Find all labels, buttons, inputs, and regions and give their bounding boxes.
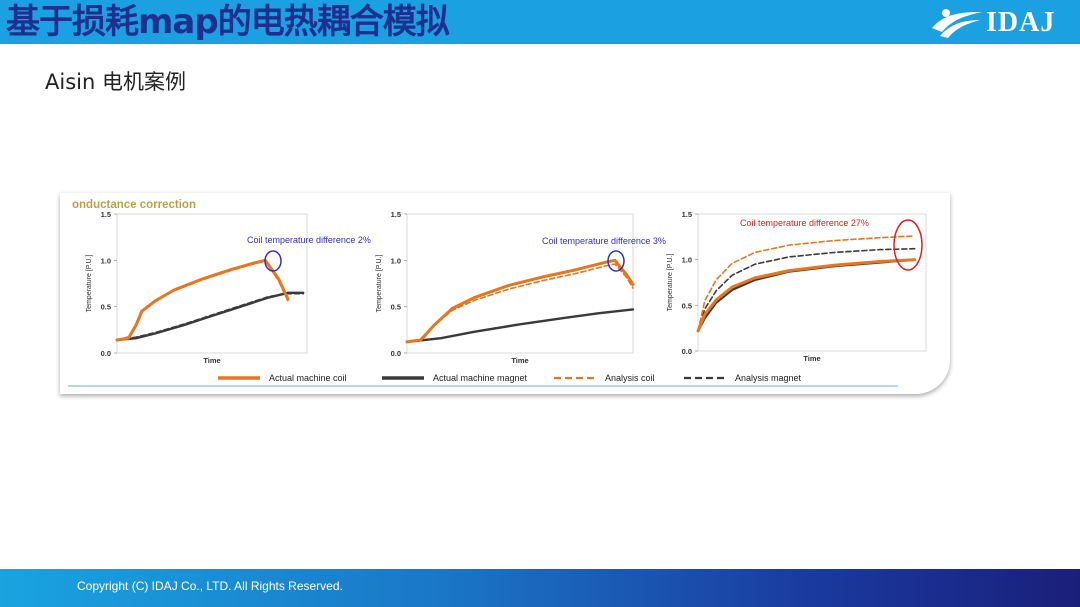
- series-actual-machine-magnet: [405, 308, 635, 344]
- legend-label: Actual machine magnet: [433, 373, 528, 383]
- temperature-charts: onductance correction 0.0 0.5 1.0 1.5 Temper…: [68, 199, 927, 387]
- idaj-swoosh-logo-icon: [932, 9, 982, 38]
- plot-area: [116, 213, 308, 354]
- footer-bar: Copyright (C) IDAJ Co., LTD. All Rights …: [0, 569, 1080, 607]
- series-analysis-coil: [406, 263, 634, 343]
- y-tick-label: 0.0: [391, 349, 401, 358]
- series-actual-machine-coil: [405, 258, 635, 344]
- y-tick-label: 0.5: [391, 303, 401, 312]
- y-tick-label: 1.0: [682, 256, 692, 265]
- legend-label: Actual machine coil: [269, 373, 347, 383]
- series-actual-machine-magnet: [696, 258, 916, 333]
- x-axis-label: Time: [203, 356, 220, 365]
- annotation-label: Coil temperature difference 3%: [542, 236, 666, 246]
- series-analysis-magnet: [697, 247, 916, 332]
- charts-group: 0.0 0.5 1.0 1.5 Temperature [P.U.] Time Coil t…: [86, 210, 927, 365]
- plot-area: [697, 213, 927, 352]
- legend-label: Analysis coil: [605, 373, 655, 383]
- slide-subtitle: Aisin 电机案例: [45, 70, 186, 94]
- highlight-circle: [607, 250, 625, 272]
- y-tick-label: 1.5: [101, 210, 111, 219]
- y-tick-label: 0.5: [101, 303, 111, 312]
- legend-label: Analysis magnet: [735, 373, 802, 383]
- title-bar: 基于损耗map的电热耦合模拟 IDAJ: [0, 0, 1080, 44]
- series-actual-machine-coil: [115, 258, 290, 342]
- y-tick-label: 1.5: [682, 210, 692, 219]
- logo-text: IDAJ: [986, 7, 1056, 38]
- highlight-circle: [264, 250, 282, 272]
- series-actual-machine-magnet: [115, 291, 305, 342]
- highlight-circle: [893, 219, 923, 271]
- y-tick-label: 0.0: [682, 347, 692, 356]
- y-tick-label: 1.5: [391, 210, 401, 219]
- page-title: 基于损耗map的电热耦合模拟: [6, 2, 450, 42]
- y-axis-label: Temperature [P.U.]: [86, 255, 93, 313]
- copyright-text: Copyright (C) IDAJ Co., LTD. All Rights …: [77, 579, 343, 593]
- figure-frame: onductance correction 0.0 0.5 1.0 1.5 Temper…: [60, 193, 950, 394]
- y-axis-label: Temperature [P.U.]: [667, 254, 674, 312]
- series-actual-machine-coil: [696, 258, 917, 333]
- y-tick-label: 1.0: [101, 256, 111, 265]
- chart-panel-2: 0.0 0.5 1.0 1.5 Temperature [P.U.] Time Coil t…: [376, 210, 666, 365]
- annotation-label: Coil temperature difference 2%: [247, 235, 371, 245]
- chart-panel-1: 0.0 0.5 1.0 1.5 Temperature [P.U.] Time Coil t…: [86, 210, 371, 365]
- x-axis-label: Time: [511, 356, 528, 365]
- chart-panel-3: 0.0 0.5 1.0 1.5 Temperature [P.U.] Time Coil t…: [667, 210, 927, 363]
- annotation-label: Coil temperature difference 27%: [740, 218, 869, 228]
- y-tick-label: 0.0: [101, 349, 111, 358]
- idaj-logo: IDAJ: [930, 6, 1060, 40]
- figure-heading: onductance correction: [72, 199, 196, 211]
- legend: Actual machine coil Actual machine magnet…: [68, 373, 898, 387]
- y-tick-label: 0.5: [682, 301, 692, 310]
- y-tick-label: 1.0: [391, 256, 401, 265]
- y-axis-label: Temperature [P.U.]: [376, 255, 383, 313]
- x-axis-label: Time: [803, 354, 820, 363]
